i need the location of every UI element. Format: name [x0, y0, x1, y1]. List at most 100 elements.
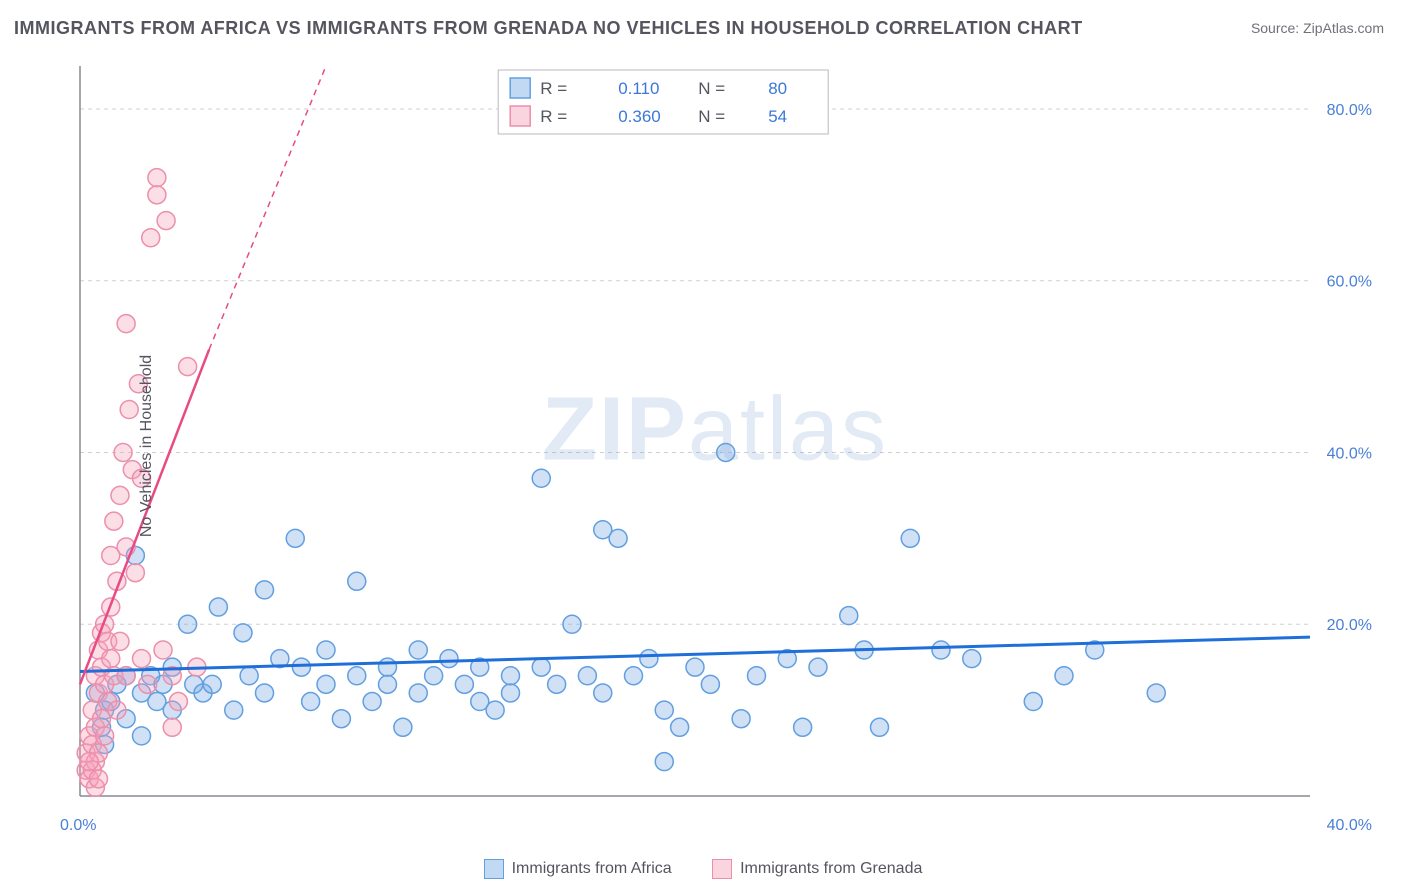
data-point-africa [717, 443, 735, 461]
y-tick-label: 20.0% [1327, 617, 1372, 634]
legend-item-grenada: Immigrants from Grenada [712, 859, 922, 879]
data-point-grenada [120, 401, 138, 419]
data-point-grenada [117, 315, 135, 333]
y-axis-label: No Vehicles in Household [138, 355, 156, 537]
data-point-africa [563, 615, 581, 633]
chart-svg: 20.0%40.0%60.0%80.0%0.0%40.0%R =0.110N =… [50, 56, 1380, 836]
data-point-africa [578, 667, 596, 685]
data-point-africa [963, 650, 981, 668]
data-point-africa [701, 675, 719, 693]
data-point-africa [655, 701, 673, 719]
data-point-grenada [148, 186, 166, 204]
data-point-africa [1055, 667, 1073, 685]
data-point-grenada [154, 641, 172, 659]
data-point-africa [225, 701, 243, 719]
data-point-grenada [126, 564, 144, 582]
data-point-africa [901, 529, 919, 547]
data-point-africa [440, 650, 458, 668]
data-point-africa [363, 693, 381, 711]
data-point-africa [394, 718, 412, 736]
data-point-africa [409, 684, 427, 702]
bottom-legend: Immigrants from Africa Immigrants from G… [0, 859, 1406, 884]
data-point-africa [209, 598, 227, 616]
data-point-africa [409, 641, 427, 659]
data-point-africa [455, 675, 473, 693]
data-point-africa [748, 667, 766, 685]
data-point-africa [1024, 693, 1042, 711]
stats-swatch-blue [510, 78, 530, 98]
data-point-grenada [96, 727, 114, 745]
data-point-africa [425, 667, 443, 685]
y-tick-label: 40.0% [1327, 445, 1372, 462]
legend-label-africa: Immigrants from Africa [512, 860, 672, 878]
data-point-grenada [111, 486, 129, 504]
plot-area: No Vehicles in Household ZIPatlas 20.0%4… [50, 56, 1380, 836]
data-point-grenada [148, 169, 166, 187]
stats-r-label: R = [540, 79, 567, 98]
legend-swatch-pink [712, 859, 732, 879]
stats-r-value-africa: 0.110 [618, 79, 659, 98]
data-point-africa [133, 727, 151, 745]
data-point-africa [932, 641, 950, 659]
data-point-grenada [111, 632, 129, 650]
x-tick-label: 0.0% [60, 817, 96, 834]
y-tick-label: 80.0% [1327, 102, 1372, 119]
chart-title: IMMIGRANTS FROM AFRICA VS IMMIGRANTS FRO… [14, 18, 1083, 39]
data-point-africa [671, 718, 689, 736]
data-point-grenada [139, 675, 157, 693]
data-point-africa [609, 529, 627, 547]
data-point-africa [532, 469, 550, 487]
data-point-africa [502, 667, 520, 685]
data-point-africa [655, 753, 673, 771]
legend-item-africa: Immigrants from Africa [484, 859, 672, 879]
data-point-africa [686, 658, 704, 676]
data-point-grenada [80, 753, 98, 771]
data-point-africa [240, 667, 258, 685]
stats-swatch-pink [510, 106, 530, 126]
data-point-africa [532, 658, 550, 676]
data-point-africa [332, 710, 350, 728]
data-point-africa [486, 701, 504, 719]
data-point-africa [348, 572, 366, 590]
data-point-africa [203, 675, 221, 693]
stats-n-label: N = [698, 79, 725, 98]
source-value: ZipAtlas.com [1303, 20, 1384, 36]
data-point-africa [871, 718, 889, 736]
data-point-africa [625, 667, 643, 685]
source-label: Source: [1251, 20, 1303, 36]
y-tick-label: 60.0% [1327, 274, 1372, 291]
data-point-africa [548, 675, 566, 693]
data-point-africa [379, 675, 397, 693]
data-point-grenada [163, 718, 181, 736]
data-point-grenada [114, 443, 132, 461]
data-point-africa [594, 684, 612, 702]
data-point-grenada [157, 212, 175, 230]
data-point-africa [794, 718, 812, 736]
data-point-grenada [169, 693, 187, 711]
stats-r-value-grenada: 0.360 [618, 107, 661, 126]
data-point-africa [640, 650, 658, 668]
legend-swatch-blue [484, 859, 504, 879]
data-point-grenada [102, 650, 120, 668]
data-point-grenada [142, 229, 160, 247]
data-point-grenada [105, 512, 123, 530]
data-point-africa [286, 529, 304, 547]
data-point-africa [317, 641, 335, 659]
stats-n-value-grenada: 54 [768, 107, 787, 126]
data-point-africa [348, 667, 366, 685]
data-point-grenada [179, 358, 197, 376]
data-point-africa [179, 615, 197, 633]
data-point-africa [256, 684, 274, 702]
data-point-africa [292, 658, 310, 676]
data-point-africa [256, 581, 274, 599]
data-point-africa [1147, 684, 1165, 702]
stats-n-value-africa: 80 [768, 79, 787, 98]
data-point-africa [502, 684, 520, 702]
data-point-grenada [89, 770, 107, 788]
source-attribution: Source: ZipAtlas.com [1251, 20, 1384, 36]
data-point-africa [234, 624, 252, 642]
legend-label-grenada: Immigrants from Grenada [740, 860, 922, 878]
data-point-grenada [133, 650, 151, 668]
stats-r-label: R = [540, 107, 567, 126]
data-point-africa [809, 658, 827, 676]
